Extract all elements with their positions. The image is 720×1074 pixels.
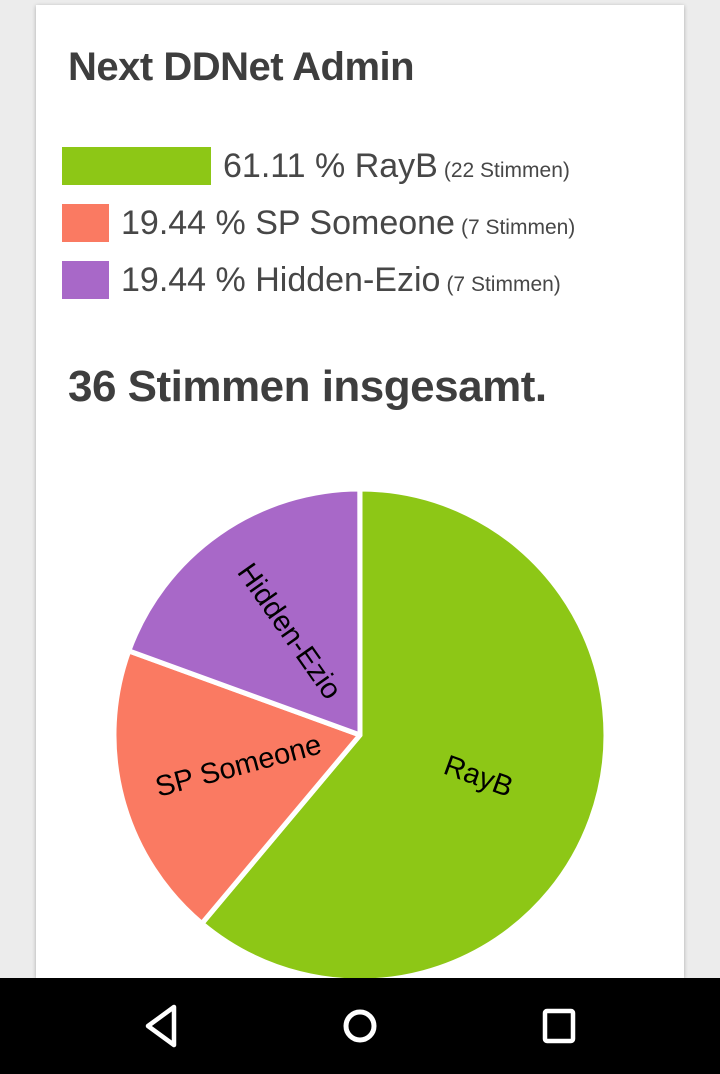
poll-title: Next DDNet Admin — [68, 45, 415, 89]
back-button[interactable] — [121, 996, 201, 1056]
pie-slice — [126, 486, 363, 738]
legend-item: 19.44 % Hidden-Ezio (7 Stimmen) — [62, 261, 684, 299]
legend-label: 19.44 % Hidden-Ezio (7 Stimmen) — [121, 263, 561, 297]
total-votes-heading: 36 Stimmen insgesamt. — [68, 362, 547, 411]
legend-label: 61.11 % RayB (22 Stimmen) — [223, 149, 570, 183]
legend-label: 19.44 % SP Someone (7 Stimmen) — [121, 206, 575, 240]
legend-item: 19.44 % SP Someone (7 Stimmen) — [62, 204, 684, 242]
legend-name: SP Someone — [255, 204, 455, 242]
back-icon — [145, 1004, 177, 1048]
legend-name: RayB — [354, 147, 438, 185]
home-icon — [343, 1009, 377, 1043]
android-nav-bar — [0, 978, 720, 1074]
poll-legend: 61.11 % RayB (22 Stimmen) 19.44 % SP Some… — [62, 147, 684, 299]
pie-slice — [199, 486, 609, 978]
legend-percent: 19.44 % — [121, 204, 246, 242]
recents-button[interactable] — [519, 996, 599, 1056]
legend-votes: (22 Stimmen) — [443, 159, 570, 182]
home-button[interactable] — [320, 996, 400, 1056]
legend-color-bar — [62, 147, 211, 185]
legend-item: 61.11 % RayB (22 Stimmen) — [62, 147, 684, 185]
legend-percent: 61.11 % — [223, 147, 346, 185]
legend-color-bar — [62, 261, 109, 299]
pie-slice — [111, 648, 363, 926]
legend-percent: 19.44 % — [121, 261, 246, 299]
pie-chart: RayB SP Someone Hidden-Ezio — [110, 485, 610, 978]
recents-icon — [542, 1008, 576, 1044]
legend-votes: (7 Stimmen) — [460, 216, 576, 239]
legend-name: Hidden-Ezio — [255, 261, 441, 299]
poll-card: Next DDNet Admin 61.11 % RayB (22 Stimmen… — [36, 5, 684, 978]
legend-color-bar — [62, 204, 109, 242]
legend-votes: (7 Stimmen) — [446, 273, 561, 296]
